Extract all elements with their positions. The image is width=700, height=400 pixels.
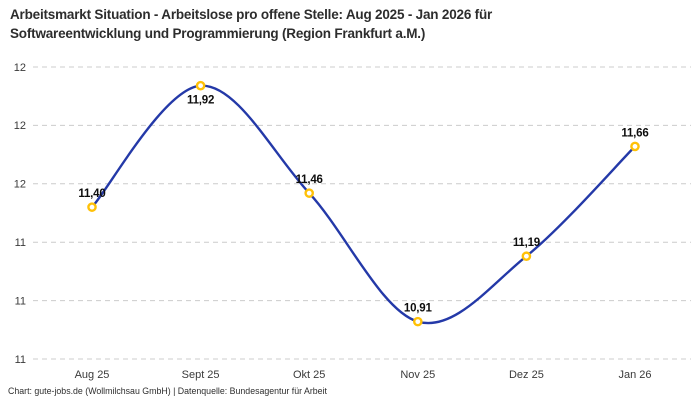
data-point-label: 11,92 [187,95,214,107]
y-axis-tick-label: 12 [14,179,26,191]
data-point-label: 11,19 [513,237,540,249]
y-axis-tick-label: 11 [15,237,26,249]
x-axis-tick-label: Nov 25 [400,369,435,381]
x-axis-tick-label: Aug 25 [75,369,110,381]
x-axis-tick-label: Jan 26 [618,369,651,381]
data-point-marker [412,316,423,327]
data-point-label: 10,91 [404,303,433,315]
data-point-label: 11,66 [621,127,648,139]
x-axis-tick-label: Okt 25 [293,369,325,381]
data-point-marker [195,80,206,91]
data-point-marker [87,202,97,212]
data-point-label: 11,46 [296,174,323,186]
chart-footer-attribution: Chart: gute-jobs.de (Wollmilchsau GmbH) … [8,386,327,396]
chart-title-line1: Arbeitsmarkt Situation - Arbeitslose pro… [10,7,493,22]
y-axis-tick-label: 11 [15,354,26,366]
chart-title-line2: Softwareentwicklung und Programmierung (… [10,26,426,41]
y-axis-tick-label: 12 [14,120,26,132]
x-axis-tick-label: Sept 25 [182,369,220,381]
y-axis-tick-label: 11 [15,295,26,307]
data-point-marker [521,251,532,262]
y-axis-tick-label: 12 [14,62,26,74]
data-point-marker [630,141,640,152]
x-axis-tick-label: Dez 25 [509,369,544,381]
data-point-label: 11,40 [78,188,105,200]
data-point-marker [304,188,315,198]
data-series-line [90,84,637,325]
chart-title: Arbeitsmarkt Situation - Arbeitslose pro… [10,5,492,43]
